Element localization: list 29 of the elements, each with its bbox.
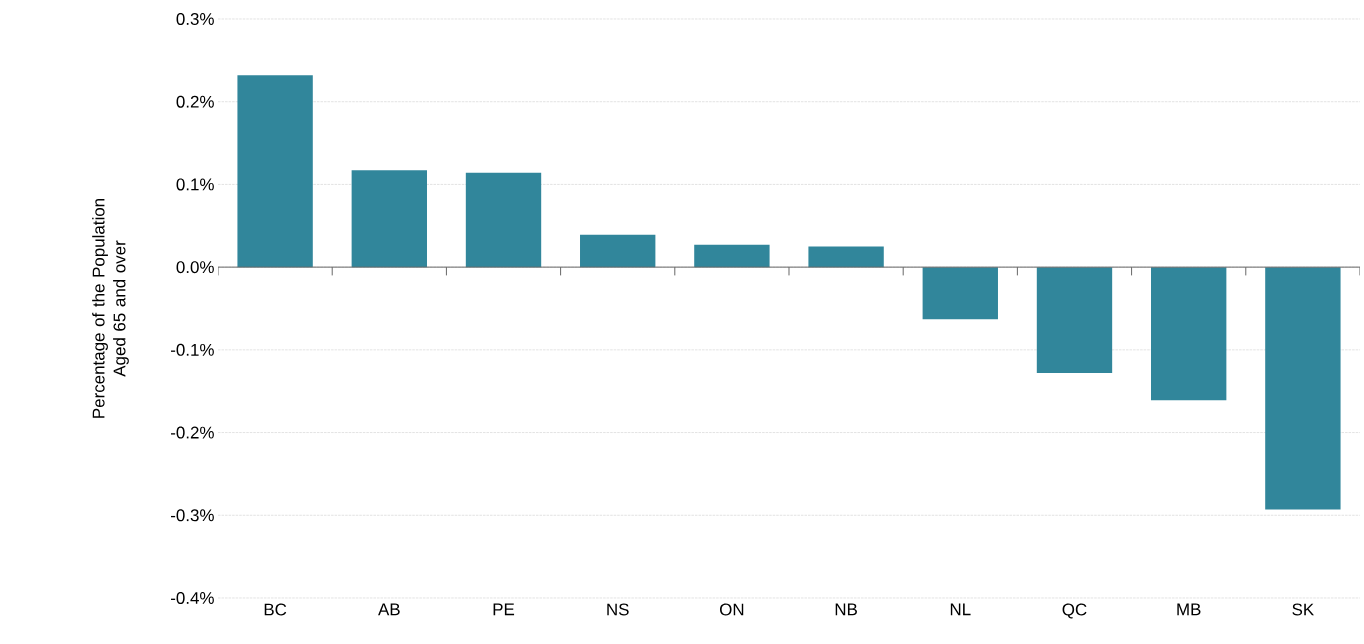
x-tick-label: AB: [378, 603, 400, 616]
y-tick-label: -0.4%: [171, 591, 214, 604]
x-tick-label: QC: [1062, 603, 1087, 619]
y-tick-label: 0.2%: [176, 95, 214, 108]
x-tick-label: PE: [493, 603, 515, 616]
bar: [1265, 267, 1341, 510]
bar: [465, 172, 542, 268]
bar: [1036, 267, 1113, 373]
x-tick-label: ON: [719, 603, 744, 616]
y-tick-label: 0.0%: [176, 261, 214, 274]
y-tick-label: 0.1%: [176, 178, 214, 191]
x-tick-label: NS: [607, 603, 629, 616]
y-tick-label: -0.3%: [171, 509, 214, 522]
x-tick-label: NB: [835, 603, 857, 616]
bar: [237, 75, 313, 268]
bar: [922, 267, 998, 320]
bar: [580, 234, 656, 268]
y-tick-label: -0.2%: [171, 426, 214, 439]
bar: [808, 246, 884, 268]
y-axis-title: Percentage of the Population Aged 65 and over: [92, 199, 129, 418]
x-tick-label: NL: [950, 603, 971, 616]
x-tick-label: BC: [264, 603, 287, 616]
y-tick-label: 0.3%: [176, 12, 214, 25]
bar: [1151, 267, 1227, 401]
y-tick-label: -0.1%: [171, 343, 214, 356]
bar: [694, 244, 770, 268]
x-tick-label: MB: [1177, 603, 1201, 616]
bar: [351, 170, 427, 268]
x-tick-label: SK: [1292, 603, 1314, 616]
